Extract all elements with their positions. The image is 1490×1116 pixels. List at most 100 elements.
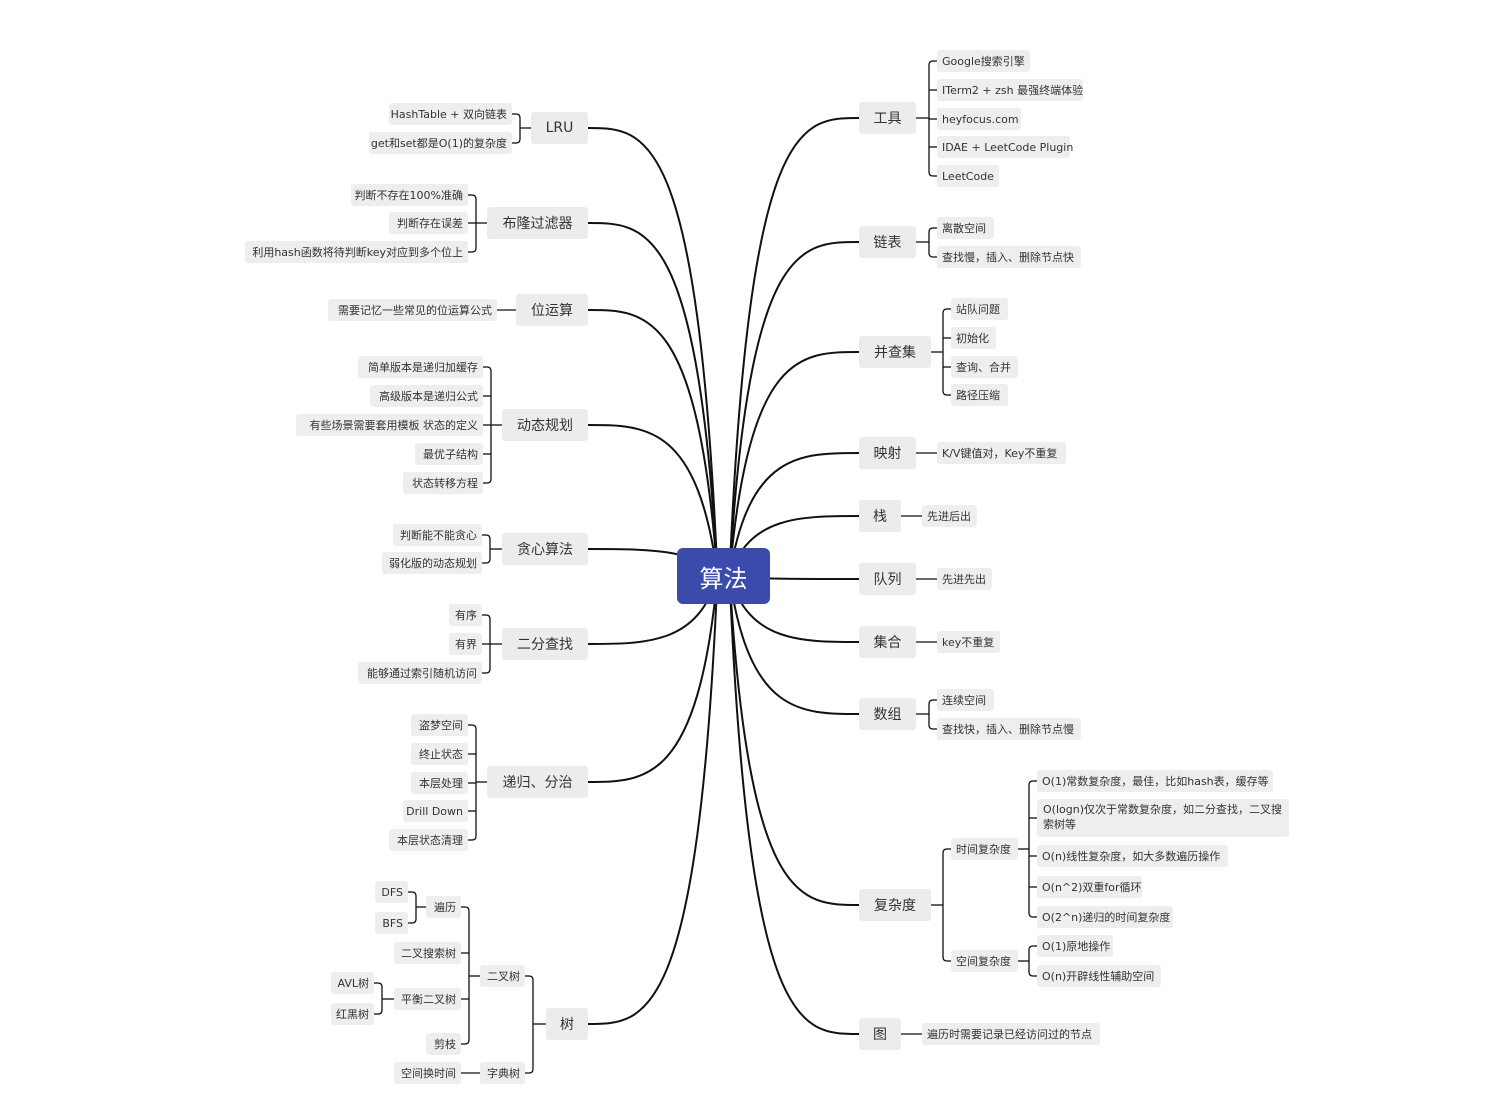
branch-queue[interactable]: 队列	[859, 563, 916, 595]
branch-dynamic-programming[interactable]: 动态规划	[502, 409, 588, 441]
branch-connector	[728, 575, 860, 715]
branch-stack[interactable]: 栈	[859, 500, 901, 532]
leaf-o1-space[interactable]: O(1)原地操作	[1037, 935, 1113, 957]
branch-linked-list[interactable]: 链表	[859, 226, 916, 258]
branch-connector	[728, 351, 860, 577]
leaf-drill-down[interactable]: Drill Down	[403, 800, 468, 822]
branch-bit-ops[interactable]: 位运算	[516, 294, 588, 326]
branch-connector	[728, 117, 860, 577]
leaf-google-search[interactable]: Google搜索引擎	[937, 50, 1030, 72]
leaf-optimal-substructure[interactable]: 最优子结构	[415, 443, 483, 465]
node-trie[interactable]: 字典树	[480, 1062, 525, 1084]
branch-lru[interactable]: LRU	[531, 112, 588, 144]
branch-map[interactable]: 映射	[859, 437, 916, 469]
leaf-ologn[interactable]: O(logn)仅次于常数复杂度，如二分查找，二叉搜索树等	[1037, 799, 1289, 837]
branch-connector	[587, 222, 719, 577]
leaf-path-compression[interactable]: 路径压缩	[951, 384, 1008, 406]
leaf-not-exist-accurate[interactable]: 判断不存在100%准确	[351, 184, 468, 206]
branch-graph[interactable]: 图	[859, 1018, 901, 1050]
branch-union-find[interactable]: 并查集	[859, 336, 931, 368]
leaf-on-space[interactable]: O(n)开辟线性辅助空间	[1037, 965, 1161, 987]
leaf-find-union[interactable]: 查询、合并	[951, 356, 1018, 378]
leaf-bfs[interactable]: BFS	[375, 912, 408, 934]
child-connector	[464, 906, 470, 1045]
node-space-complexity[interactable]: 空间复杂度	[951, 950, 1018, 972]
leaf-template-state[interactable]: 有些场景需要套用模板 状态的定义	[296, 414, 483, 436]
leaf-dfs[interactable]: DFS	[375, 881, 408, 903]
leaf-discrete-space[interactable]: 离散空间	[937, 217, 994, 239]
branch-binary-search[interactable]: 二分查找	[502, 628, 588, 660]
child-connector	[942, 848, 948, 962]
leaf-linked-list-ops[interactable]: 查找慢，插入、删除节点快	[937, 246, 1081, 268]
leaf-on[interactable]: O(n)线性复杂度，如大多数遍历操作	[1037, 845, 1228, 867]
leaf-unique-key[interactable]: key不重复	[937, 631, 1000, 653]
leaf-can-greedy[interactable]: 判断能不能贪心	[393, 524, 482, 546]
node-traversal[interactable]: 遍历	[426, 896, 461, 918]
leaf-iterm-zsh[interactable]: ITerm2 + zsh 最强终端体验	[937, 79, 1083, 101]
branch-connector	[728, 452, 860, 577]
branch-connector	[587, 575, 719, 1025]
leaf-weak-dp[interactable]: 弱化版的动态规划	[382, 552, 482, 574]
child-connector	[411, 891, 417, 924]
leaf-key-value[interactable]: K/V键值对，Key不重复	[937, 442, 1066, 464]
leaf-o2n[interactable]: O(2^n)递归的时间复杂度	[1037, 906, 1173, 928]
leaf-recursion-cache[interactable]: 简单版本是递归加缓存	[358, 356, 483, 378]
leaf-hashtable-linkedlist[interactable]: HashTable + 双向链表	[389, 103, 512, 125]
branch-connector	[728, 575, 860, 1035]
leaf-lifo[interactable]: 先进后出	[922, 505, 977, 527]
leaf-array-ops[interactable]: 查找快，插入、删除节点慢	[937, 718, 1081, 740]
leaf-exist-error[interactable]: 判断存在误差	[389, 212, 468, 234]
leaf-contiguous-space[interactable]: 连续空间	[937, 689, 994, 711]
leaf-pruning[interactable]: 剪枝	[426, 1033, 461, 1055]
node-balanced-tree[interactable]: 平衡二叉树	[394, 988, 461, 1010]
root-node[interactable]: 算法	[677, 548, 770, 604]
branch-connector	[728, 575, 860, 906]
leaf-queueing-problem[interactable]: 站队问题	[951, 298, 1008, 320]
leaf-heyfocus[interactable]: heyfocus.com	[937, 108, 1021, 130]
leaf-red-black-tree[interactable]: 红黑树	[331, 1003, 374, 1025]
child-connector	[928, 227, 934, 258]
leaf-idea-leetcode-plugin[interactable]: IDAE + LeetCode Plugin	[937, 136, 1073, 158]
leaf-fifo[interactable]: 先进先出	[937, 568, 992, 590]
branch-connector	[587, 575, 719, 783]
child-connector	[1028, 945, 1034, 977]
branch-set[interactable]: 集合	[859, 626, 916, 658]
branch-bloom-filter[interactable]: 布隆过滤器	[487, 207, 588, 239]
leaf-space-for-time[interactable]: 空间换时间	[394, 1062, 461, 1084]
leaf-visited-nodes[interactable]: 遍历时需要记录已经访问过的节点	[922, 1023, 1100, 1045]
leaf-random-access[interactable]: 能够通过索引随机访问	[358, 662, 482, 684]
node-time-complexity[interactable]: 时间复杂度	[951, 838, 1018, 860]
leaf-init[interactable]: 初始化	[951, 327, 996, 349]
branch-array[interactable]: 数组	[859, 698, 916, 730]
leaf-get-set-o1[interactable]: get和set都是O(1)的复杂度	[369, 132, 512, 154]
leaf-process-level[interactable]: 本层处理	[411, 772, 468, 794]
branch-connector	[587, 424, 719, 577]
branch-tools[interactable]: 工具	[859, 102, 916, 134]
leaf-inception[interactable]: 盗梦空间	[411, 714, 468, 736]
child-connector	[515, 113, 521, 144]
child-connector	[1028, 780, 1034, 918]
node-binary-tree[interactable]: 二叉树	[480, 965, 525, 987]
leaf-ordered[interactable]: 有序	[449, 604, 482, 626]
branch-greedy[interactable]: 贪心算法	[502, 533, 588, 565]
child-connector	[528, 975, 534, 1074]
leaf-bst[interactable]: 二叉搜索树	[394, 942, 461, 964]
branch-recursion-divide[interactable]: 递归、分治	[487, 766, 588, 798]
leaf-leetcode[interactable]: LeetCode	[937, 165, 999, 187]
child-connector	[942, 308, 948, 396]
leaf-transition-equation[interactable]: 状态转移方程	[403, 472, 483, 494]
branch-connector	[728, 241, 860, 577]
leaf-recursion-formula[interactable]: 高级版本是递归公式	[370, 385, 483, 407]
leaf-o1[interactable]: O(1)常数复杂度，最佳，比如hash表，缓存等	[1037, 770, 1273, 792]
leaf-hash-multi-bits[interactable]: 利用hash函数将待判断key对应到多个位上	[245, 241, 468, 263]
leaf-clean-state[interactable]: 本层状态清理	[389, 829, 468, 851]
branch-connector	[587, 309, 719, 577]
leaf-on2[interactable]: O(n^2)双重for循环	[1037, 876, 1142, 898]
leaf-terminator[interactable]: 终止状态	[411, 743, 468, 765]
leaf-avl-tree[interactable]: AVL树	[331, 972, 374, 994]
branch-complexity[interactable]: 复杂度	[859, 889, 931, 921]
child-connector	[485, 534, 491, 564]
leaf-bounded[interactable]: 有界	[449, 633, 482, 655]
leaf-bit-formulas[interactable]: 需要记忆一些常见的位运算公式	[328, 299, 497, 321]
branch-tree[interactable]: 树	[546, 1008, 588, 1040]
